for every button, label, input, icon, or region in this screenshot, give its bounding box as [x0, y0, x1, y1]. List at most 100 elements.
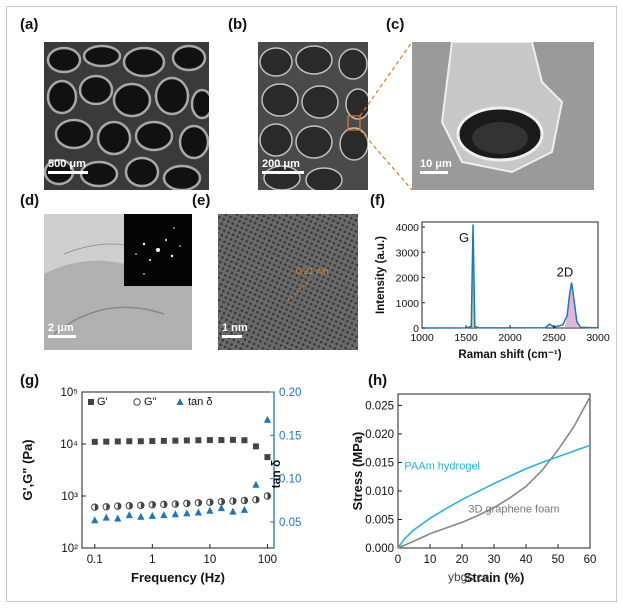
y-tick-label: 0.025 [365, 400, 394, 412]
g-prime-point [160, 437, 167, 444]
tan-delta-point [148, 511, 156, 519]
tan-delta-point [240, 505, 249, 513]
g-prime-point [149, 438, 156, 445]
graphene-foam-label: 3D graphene foam [468, 504, 559, 516]
watermark: ybgs.cn [448, 570, 490, 584]
y-axis-label: Stress (MPa) [352, 432, 365, 511]
tan-delta-point [194, 508, 202, 516]
tan-delta-point [183, 509, 191, 517]
y-tick-label: 3000 [396, 247, 420, 259]
y-tick-label: 0.010 [365, 486, 394, 498]
g-prime-point [103, 438, 110, 445]
scale-bar-d: 2 μm [48, 322, 76, 338]
panel-label-g: (g) [20, 372, 40, 389]
g-prime-point [137, 438, 144, 445]
x-axis-label: Strain (%) [464, 570, 525, 585]
scale-bar-c: 10 μm [420, 158, 452, 174]
legend-g-double-prime-marker [133, 398, 141, 406]
g-prime-point [183, 437, 190, 444]
x-axis-label: Raman shift (cm⁻¹) [458, 349, 561, 361]
hrtem-image-e: 0.21 nm [218, 214, 358, 350]
tan-delta-point [229, 507, 237, 515]
y-axis-label: G',G" (Pa) [20, 439, 35, 500]
sem-image-c [412, 42, 594, 190]
scale-bar-e: 1 nm [222, 322, 248, 338]
g-prime-point [126, 438, 133, 445]
x-tick-label: 2500 [542, 332, 566, 344]
rheology-chart: 0.1 1 10 100 10² 10³ 10⁴ 10⁵ 0.05 0.10 0.15 0.20 G' G… [20, 387, 301, 585]
y2-tick-label: 0.10 [279, 474, 301, 486]
x-tick-label: 1500 [454, 332, 478, 344]
y-axis-label: Intensity (a.u.) [375, 236, 387, 314]
g-double-prime-half [244, 497, 248, 504]
y-tick-label: 0 [413, 323, 419, 335]
g-prime-point [252, 443, 259, 450]
scale-bar-b: 200 μm [262, 158, 304, 174]
g-prime-point [229, 436, 236, 443]
2d-peak-annotation: 2D [557, 264, 574, 279]
g-double-prime-half [117, 502, 121, 510]
panel-label-h: (h) [368, 372, 388, 389]
tan-delta-point [137, 512, 145, 520]
panel-label-c: (c) [386, 16, 405, 33]
panel-label-e: (e) [192, 192, 211, 209]
x-tick-label: 60 [584, 554, 597, 566]
raman-spectrum-line [421, 224, 599, 329]
y2-tick-label: 0.05 [279, 517, 301, 529]
x-tick-label: 10 [203, 554, 216, 566]
y-tick-label: 4000 [396, 222, 420, 234]
x-axis-label: Frequency (Hz) [131, 570, 225, 585]
tan-delta-point [252, 480, 260, 488]
panel-label-f: (f) [370, 192, 385, 209]
x-tick-label: 3000 [586, 332, 610, 344]
plot-frame [81, 391, 275, 549]
raman-chart: 1000 1500 2000 2500 300001000200030004000Ram… [375, 221, 610, 361]
g-double-prime-half [129, 502, 133, 509]
g-double-prime-half [267, 492, 271, 500]
tan-delta-point [171, 510, 179, 518]
y2-tick-label: 0.15 [279, 430, 301, 442]
panel-label-a: (a) [20, 16, 39, 33]
y-tick-label: 0.005 [365, 514, 394, 526]
y-tick-label: 10³ [61, 491, 78, 503]
tan-delta-point [114, 514, 122, 522]
x-tick-label: 20 [456, 554, 469, 566]
g-prime-point [114, 438, 121, 445]
g-double-prime-half [140, 502, 145, 509]
legend-g-prime-label: G' [97, 396, 108, 408]
g-prime-point [218, 437, 225, 444]
y-tick-label: 0.015 [365, 457, 394, 469]
legend-tan-delta-marker [176, 398, 184, 405]
tan-delta-point [217, 504, 225, 512]
g-double-prime-half [94, 503, 98, 511]
g-double-prime-half [186, 500, 191, 507]
y-tick-label: 10⁵ [60, 387, 78, 399]
g-double-prime-half [163, 501, 168, 508]
tan-delta-point [125, 511, 133, 519]
g-prime-point [172, 437, 179, 444]
paam-hydrogel-label: PAAm hydrogel [404, 460, 480, 472]
g-double-prime-half [198, 499, 202, 506]
y2-tick-label: 0.20 [279, 387, 301, 399]
tan-delta-point [206, 506, 214, 514]
tan-delta-point [263, 415, 272, 423]
legend-g-double-prime-label: G" [144, 396, 157, 408]
legend-g-prime-marker [88, 399, 94, 405]
sem-image-a [44, 42, 209, 190]
y-tick-label: 0.000 [365, 543, 394, 555]
tan-delta-point [102, 513, 110, 521]
y-tick-label: 10² [61, 543, 78, 555]
legend-tan-delta-label: tan δ [188, 396, 212, 408]
x-tick-label: 50 [552, 554, 565, 566]
panel-label-d: (d) [20, 192, 40, 209]
x-tick-label: 30 [488, 554, 501, 566]
y-tick-label: 1000 [396, 298, 420, 310]
tem-image-d [44, 214, 192, 350]
x-tick-label: 0.1 [87, 554, 103, 566]
g-double-prime-half [232, 497, 237, 505]
paam-hydrogel-line [397, 444, 591, 549]
tan-delta-point [91, 516, 99, 524]
x-tick-label: 40 [520, 554, 533, 566]
y-tick-label: 0.020 [365, 429, 394, 441]
graphene-foam-line [397, 396, 591, 549]
